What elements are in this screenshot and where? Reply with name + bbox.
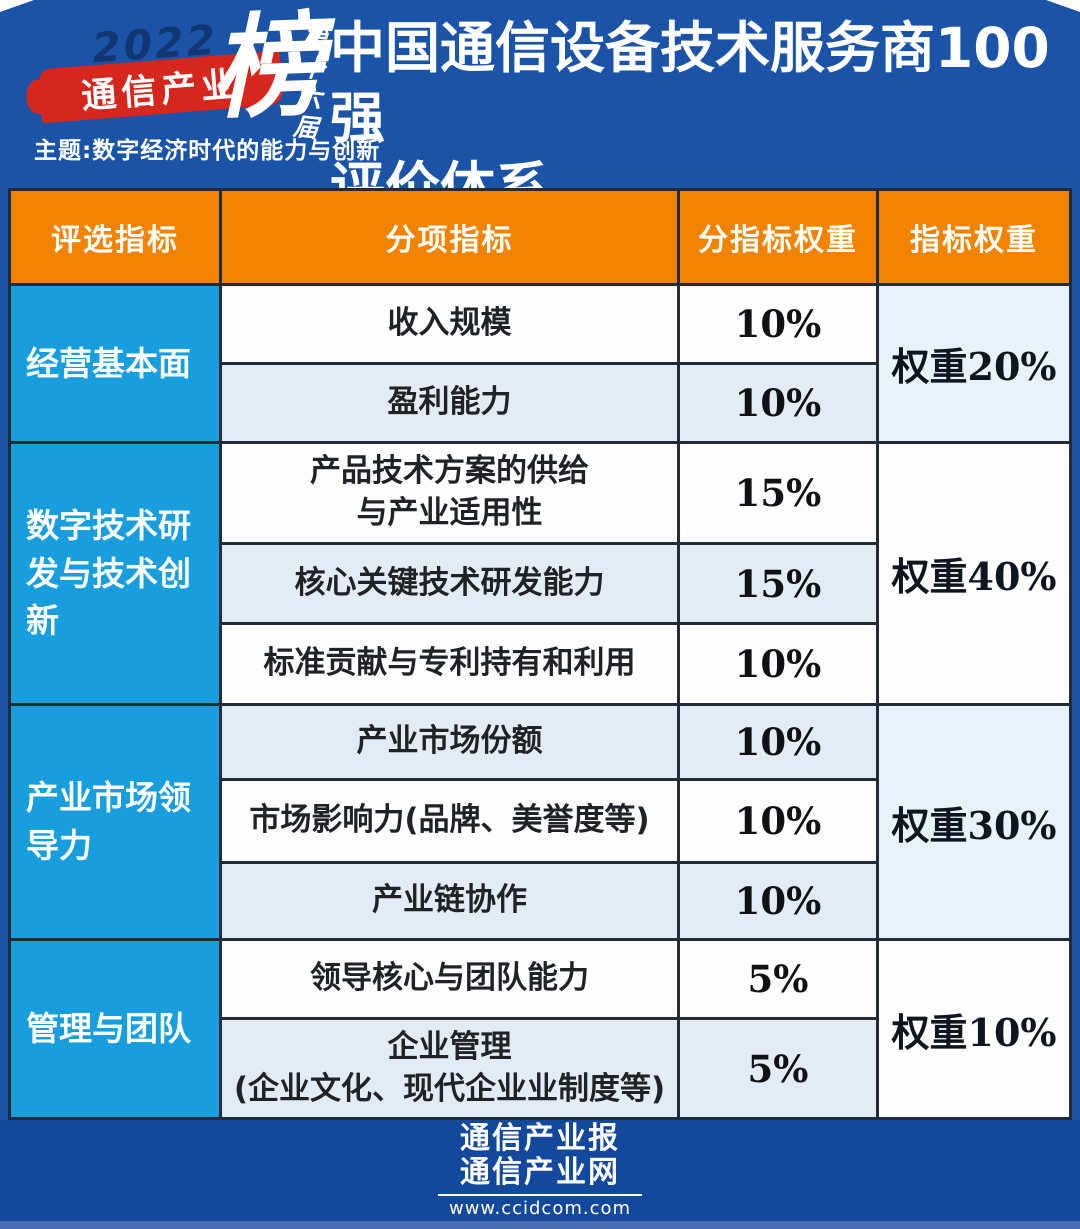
group-weight-cell: 权重20%	[879, 286, 1069, 441]
footer-url: www.ccidcom.com	[448, 1198, 632, 1220]
indicator-cell: 收入规模	[222, 286, 677, 362]
column-header-indicator-weight: 指标权重	[879, 191, 1069, 283]
bottom-edge-strip	[0, 1221, 1080, 1229]
sub-weight-cell: 10%	[680, 781, 876, 861]
event-logo: 2022 通信产业 榜 第十六届 主题:数字经济时代的能力与创新	[0, 0, 379, 188]
group-weight-cell: 权重10%	[879, 941, 1069, 1117]
indicator-cell: 核心关键技术研发能力	[222, 545, 677, 622]
sub-weight-cell: 15%	[680, 444, 876, 542]
sub-weight-cell: 10%	[680, 365, 876, 441]
indicator-cell: 产品技术方案的供给 与产业适用性	[222, 444, 677, 542]
indicator-cell: 市场影响力(品牌、美誉度等)	[222, 781, 677, 861]
indicator-cell: 企业管理 (企业文化、现代企业业制度等)	[222, 1020, 677, 1117]
page-header: 2022 通信产业 榜 第十六届 主题:数字经济时代的能力与创新 中国通信设备技…	[0, 0, 1080, 220]
sub-weight-cell: 10%	[680, 864, 876, 938]
indicator-cell: 产业链协作	[222, 864, 677, 938]
sub-weight-cell: 5%	[680, 1020, 876, 1117]
sub-weight-cell: 10%	[680, 706, 876, 778]
evaluation-table: 评选指标 分项指标 分指标权重 指标权重 经营基本面 收入规模 10% 盈利能力…	[8, 188, 1072, 1120]
page-title-line1: 中国通信设备技术服务商100强	[330, 16, 1050, 150]
column-header-selection-indicator: 评选指标	[11, 191, 219, 283]
group-weight-cell: 权重40%	[879, 444, 1069, 703]
indicator-cell: 标准贡献与专利持有和利用	[222, 625, 677, 703]
sub-weight-cell: 5%	[680, 941, 876, 1017]
column-header-sub-indicator-weight: 分指标权重	[680, 191, 876, 283]
group-label-cell: 数字技术研发与技术创新	[11, 444, 219, 703]
sub-weight-cell: 15%	[680, 545, 876, 622]
column-header-sub-indicator: 分项指标	[222, 191, 677, 283]
page-footer: 通信产业报 通信产业网 www.ccidcom.com	[0, 1120, 1080, 1221]
sub-weight-cell: 10%	[680, 286, 876, 362]
group-label-cell: 管理与团队	[11, 941, 219, 1117]
footer-divider	[438, 1194, 642, 1197]
indicator-cell: 盈利能力	[222, 365, 677, 441]
group-weight-cell: 权重30%	[879, 706, 1069, 938]
footer-brand-line2: 通信产业网	[460, 1154, 620, 1190]
indicator-cell: 领导核心与团队能力	[222, 941, 677, 1017]
sub-weight-cell: 10%	[680, 625, 876, 703]
footer-brand-line1: 通信产业报	[460, 1120, 620, 1156]
group-label-cell: 经营基本面	[11, 286, 219, 441]
logo-theme-label: 主题:数字经济时代的能力与创新	[34, 138, 381, 164]
indicator-cell: 产业市场份额	[222, 706, 677, 778]
group-label-cell: 产业市场领导力	[11, 706, 219, 938]
